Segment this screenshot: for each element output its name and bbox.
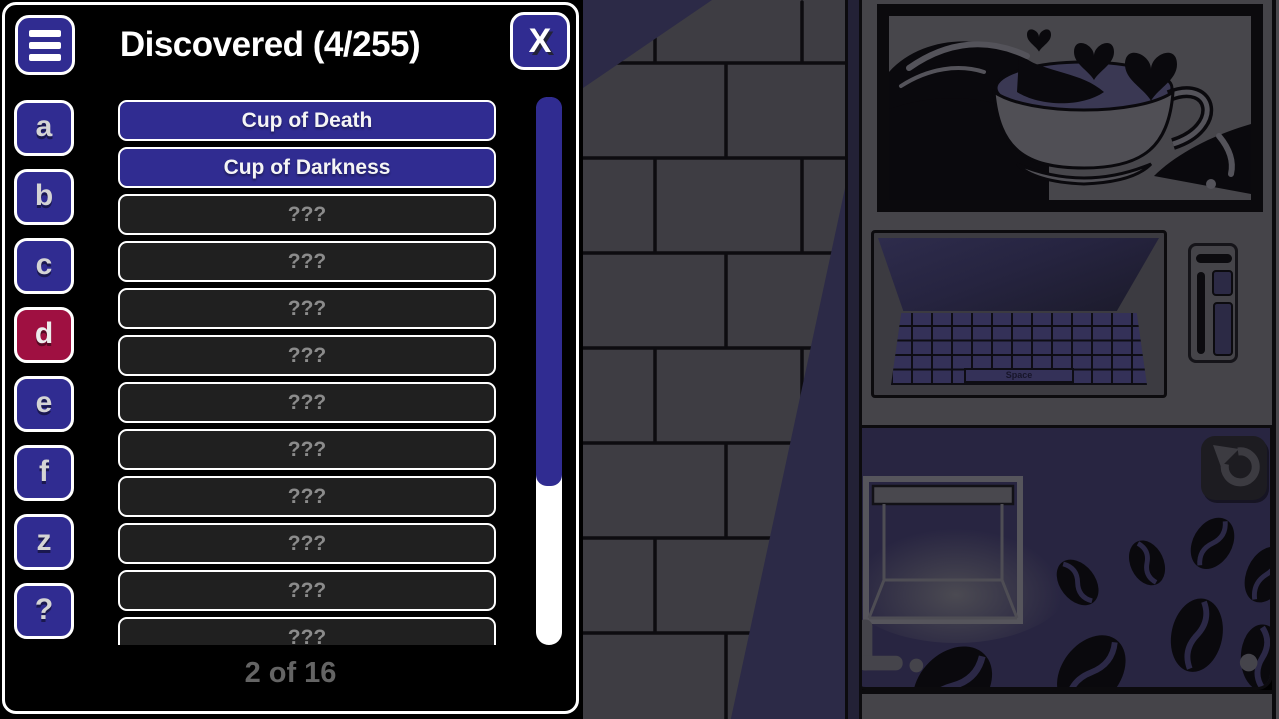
laptop[interactable]: Space [871, 230, 1167, 398]
coffee-poster [877, 4, 1263, 212]
laptop-keyboard [891, 313, 1147, 385]
refresh-button[interactable] [1201, 436, 1267, 500]
letter-filter-f[interactable]: f [14, 445, 74, 501]
list-item[interactable]: ??? [118, 382, 496, 423]
letter-filter-z[interactable]: z [14, 514, 74, 570]
machine-control-strip [1188, 243, 1238, 363]
list-item[interactable]: ??? [118, 335, 496, 376]
coffee-beans-decoration [857, 517, 1270, 687]
control-track [1197, 272, 1205, 354]
dispenser-cube [863, 476, 1023, 624]
machine-right-face [1276, 0, 1279, 719]
list-item[interactable]: ??? [118, 523, 496, 564]
wall-pillar [845, 0, 862, 719]
laptop-screen [878, 238, 1159, 311]
refresh-icon [1213, 445, 1260, 487]
scrollbar-thumb[interactable] [536, 97, 562, 487]
letter-filter-e[interactable]: e [14, 376, 74, 432]
letter-filter-b[interactable]: b [14, 169, 74, 225]
machine-right-edge [1272, 0, 1276, 719]
corner-glyph [857, 619, 903, 671]
letter-filter-unknown[interactable]: ? [14, 583, 74, 639]
pagination-label: 2 of 16 [244, 657, 337, 689]
control-slot [1196, 254, 1232, 263]
list-item[interactable]: ??? [118, 241, 496, 282]
letter-filter-d[interactable]: d [14, 307, 74, 363]
machine-lower-panel [850, 425, 1273, 690]
menu-button[interactable] [15, 15, 75, 75]
list-item[interactable]: Cup of Darkness [118, 147, 496, 188]
scrollbar-track[interactable] [536, 97, 562, 645]
control-button-small [1212, 270, 1233, 296]
letter-filter-c[interactable]: c [14, 238, 74, 294]
space-key: Space [964, 368, 1074, 383]
list-item[interactable]: Cup of Death [118, 100, 496, 141]
panel-title: Discovered (4/255) [119, 25, 421, 64]
list-item[interactable]: ??? [118, 194, 496, 235]
control-button-large [1213, 302, 1233, 356]
letter-filter-a[interactable]: a [14, 100, 74, 156]
game-scene: Space [583, 0, 1279, 719]
list-item[interactable]: ??? [118, 429, 496, 470]
list-item[interactable]: ??? [118, 570, 496, 611]
list-item[interactable]: ??? [118, 617, 496, 645]
entry-list: Cup of Death Cup of Darkness ??? ??? ???… [118, 100, 503, 645]
list-item[interactable]: ??? [118, 476, 496, 517]
close-button[interactable]: X [510, 12, 570, 70]
coffee-cup-hearts-art [889, 16, 1251, 200]
floor [862, 690, 1279, 719]
discovered-panel: Discovered (4/255) X a b c d e f z ? Cup… [2, 2, 579, 714]
list-item[interactable]: ??? [118, 288, 496, 329]
